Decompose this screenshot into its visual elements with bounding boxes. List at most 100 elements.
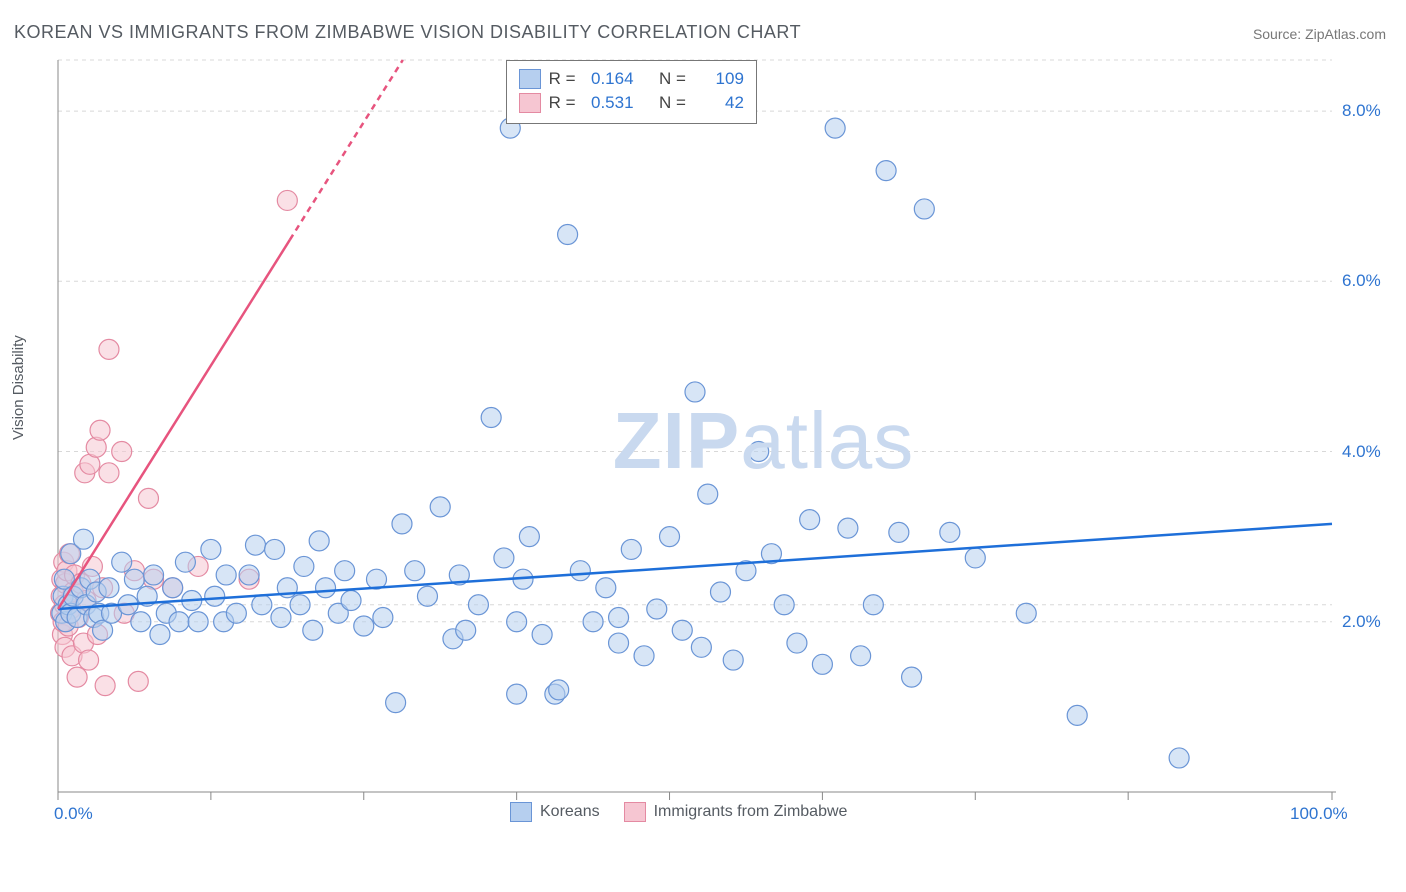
data-point bbox=[723, 650, 743, 670]
data-point bbox=[838, 518, 858, 538]
data-point bbox=[99, 463, 119, 483]
data-point bbox=[341, 590, 361, 610]
data-point bbox=[532, 625, 552, 645]
data-point bbox=[691, 637, 711, 657]
correlation-stats-box: R =0.164 N =109R =0.531 N =42 bbox=[506, 60, 757, 124]
data-point bbox=[876, 161, 896, 181]
data-point bbox=[99, 578, 119, 598]
data-point bbox=[386, 693, 406, 713]
y-axis-label: Vision Disability bbox=[10, 335, 27, 440]
data-point bbox=[621, 539, 641, 559]
stat-n-value: 42 bbox=[694, 93, 744, 113]
scatter-plot-area: ZIPatlas R =0.164 N =109R =0.531 N =42 2… bbox=[50, 56, 1390, 826]
data-point bbox=[456, 620, 476, 640]
data-point bbox=[417, 586, 437, 606]
data-point bbox=[825, 118, 845, 138]
data-point bbox=[138, 488, 158, 508]
legend-item: Immigrants from Zimbabwe bbox=[624, 802, 848, 822]
data-point bbox=[430, 497, 450, 517]
data-point bbox=[373, 608, 393, 628]
data-point bbox=[507, 684, 527, 704]
data-point bbox=[67, 667, 87, 687]
data-point bbox=[354, 616, 374, 636]
legend-swatch bbox=[510, 802, 532, 822]
data-point bbox=[79, 650, 99, 670]
data-point bbox=[316, 578, 336, 598]
data-point bbox=[468, 595, 488, 615]
data-point bbox=[201, 539, 221, 559]
data-point bbox=[812, 654, 832, 674]
data-point bbox=[570, 561, 590, 581]
x-tick-label: 0.0% bbox=[54, 804, 93, 824]
stat-r-label: R = bbox=[549, 69, 576, 89]
data-point bbox=[800, 510, 820, 530]
data-point bbox=[112, 442, 132, 462]
stat-r-label: R = bbox=[549, 93, 576, 113]
data-point bbox=[131, 612, 151, 632]
data-point bbox=[1016, 603, 1036, 623]
data-point bbox=[494, 548, 514, 568]
data-point bbox=[851, 646, 871, 666]
legend-label: Immigrants from Zimbabwe bbox=[654, 803, 848, 821]
data-point bbox=[902, 667, 922, 687]
data-point bbox=[226, 603, 246, 623]
data-point bbox=[889, 522, 909, 542]
legend-label: Koreans bbox=[540, 803, 600, 821]
data-point bbox=[239, 565, 259, 585]
data-point bbox=[309, 531, 329, 551]
data-point bbox=[188, 612, 208, 632]
data-point bbox=[169, 612, 189, 632]
data-point bbox=[965, 548, 985, 568]
legend-swatch bbox=[624, 802, 646, 822]
data-point bbox=[940, 522, 960, 542]
x-tick-label: 100.0% bbox=[1290, 804, 1348, 824]
data-point bbox=[1169, 748, 1189, 768]
data-point bbox=[294, 556, 314, 576]
data-point bbox=[558, 224, 578, 244]
legend-swatch bbox=[519, 69, 541, 89]
data-point bbox=[95, 676, 115, 696]
data-point bbox=[90, 420, 110, 440]
data-point bbox=[914, 199, 934, 219]
data-point bbox=[685, 382, 705, 402]
data-point bbox=[265, 539, 285, 559]
data-point bbox=[303, 620, 323, 640]
stats-row: R =0.164 N =109 bbox=[519, 67, 744, 91]
legend-item: Koreans bbox=[510, 802, 600, 822]
data-point bbox=[609, 608, 629, 628]
series-legend: Koreans Immigrants from Zimbabwe bbox=[510, 802, 847, 822]
data-point bbox=[609, 633, 629, 653]
data-point bbox=[405, 561, 425, 581]
data-point bbox=[205, 586, 225, 606]
data-point bbox=[749, 442, 769, 462]
data-point bbox=[549, 680, 569, 700]
y-tick-label: 8.0% bbox=[1342, 101, 1381, 121]
data-point bbox=[290, 595, 310, 615]
legend-swatch bbox=[519, 93, 541, 113]
stat-n-value: 109 bbox=[694, 69, 744, 89]
data-point bbox=[277, 190, 297, 210]
data-point bbox=[124, 569, 144, 589]
chart-title: KOREAN VS IMMIGRANTS FROM ZIMBABWE VISIO… bbox=[14, 22, 801, 43]
data-point bbox=[672, 620, 692, 640]
data-point bbox=[216, 565, 236, 585]
data-point bbox=[507, 612, 527, 632]
data-point bbox=[99, 339, 119, 359]
data-point bbox=[144, 565, 164, 585]
y-tick-label: 2.0% bbox=[1342, 612, 1381, 632]
data-point bbox=[660, 527, 680, 547]
source-attribution: Source: ZipAtlas.com bbox=[1253, 26, 1386, 42]
y-tick-label: 4.0% bbox=[1342, 442, 1381, 462]
data-point bbox=[698, 484, 718, 504]
trend-line-dashed bbox=[290, 60, 403, 240]
data-point bbox=[710, 582, 730, 602]
data-point bbox=[647, 599, 667, 619]
data-point bbox=[252, 595, 272, 615]
data-point bbox=[245, 535, 265, 555]
data-point bbox=[596, 578, 616, 598]
data-point bbox=[150, 625, 170, 645]
data-point bbox=[863, 595, 883, 615]
stat-r-value: 0.164 bbox=[584, 69, 634, 89]
data-point bbox=[335, 561, 355, 581]
data-point bbox=[163, 578, 183, 598]
